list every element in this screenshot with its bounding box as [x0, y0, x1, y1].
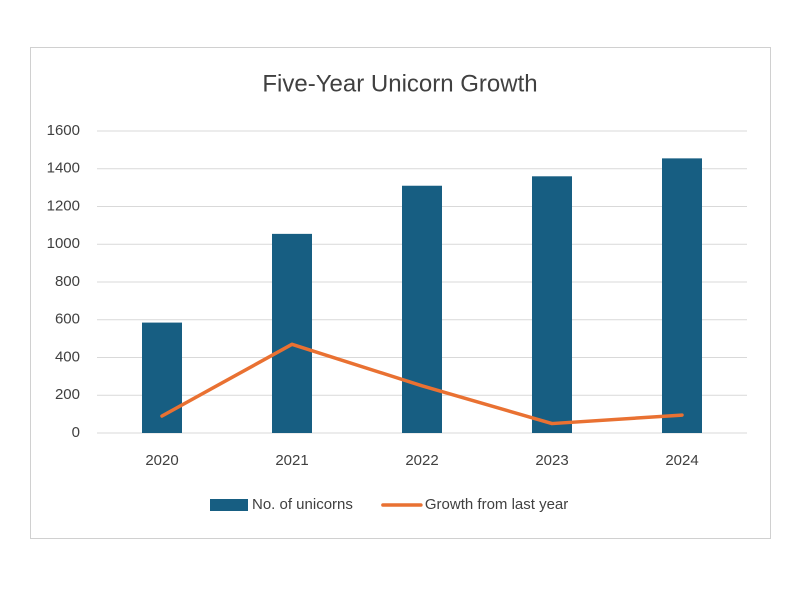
bar	[402, 185, 442, 433]
x-tick-label: 2021	[275, 452, 308, 469]
line	[160, 342, 684, 426]
y-tick-label: 600	[55, 311, 80, 328]
x-tick-label: 2023	[535, 452, 568, 469]
bar	[662, 158, 702, 433]
legend-label: Growth from last year	[425, 496, 568, 513]
chart-title: Five-Year Unicorn Growth	[262, 70, 537, 97]
y-tick-label: 400	[55, 348, 80, 365]
x-tick-label: 2024	[665, 452, 698, 469]
x-tick-label: 2022	[405, 452, 438, 469]
y-tick-label: 1200	[47, 197, 80, 214]
chart-frame	[30, 47, 771, 539]
bar	[532, 176, 572, 434]
y-tick-label: 1600	[47, 122, 80, 139]
y-tick-label: 200	[55, 386, 80, 403]
y-tick-label: 1400	[47, 160, 80, 177]
legend-label: No. of unicorns	[252, 496, 353, 513]
legend-marker	[210, 499, 248, 511]
y-tick-label: 0	[72, 424, 80, 441]
x-tick-label: 2020	[145, 452, 178, 469]
y-tick-label: 800	[55, 273, 80, 290]
y-tick-label: 1000	[47, 235, 80, 252]
bar	[272, 233, 312, 433]
